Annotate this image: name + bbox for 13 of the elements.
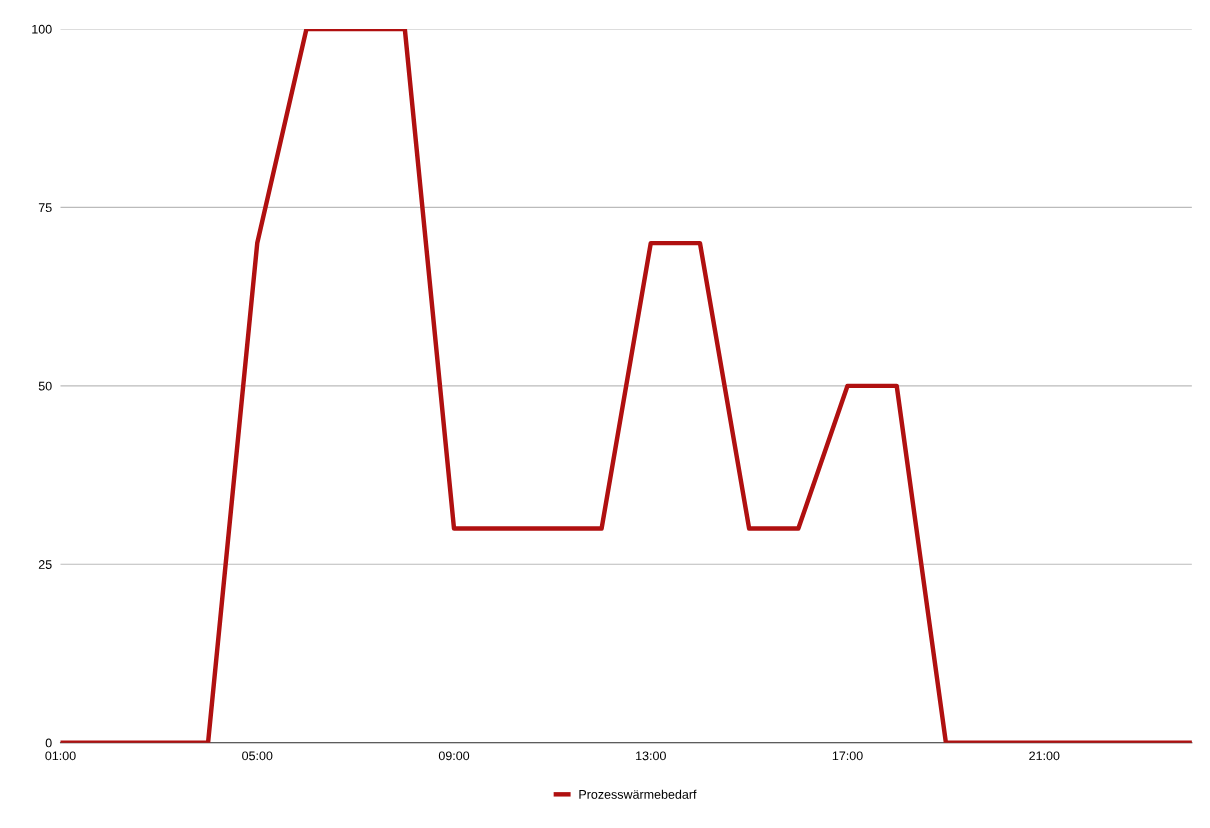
x-tick-label: 17:00 — [832, 751, 863, 761]
line-series — [60, 28, 1192, 743]
x-tick-label: 01:00 — [45, 751, 76, 761]
y-tick-label: 75 — [38, 203, 52, 213]
y-tick-label: 100 — [32, 24, 52, 34]
x-tick-label: 13:00 — [636, 751, 666, 761]
y-tick-label: 50 — [38, 381, 52, 391]
x-tick-label: 21:00 — [1029, 751, 1060, 761]
y-tick-label: 25 — [38, 560, 52, 569]
y-tick-label: 0 — [45, 738, 52, 748]
legend-label: Prozesswärmebedarf — [579, 789, 697, 799]
x-tick-label: 05:00 — [242, 751, 273, 761]
x-tick-label: 09:00 — [438, 751, 470, 761]
